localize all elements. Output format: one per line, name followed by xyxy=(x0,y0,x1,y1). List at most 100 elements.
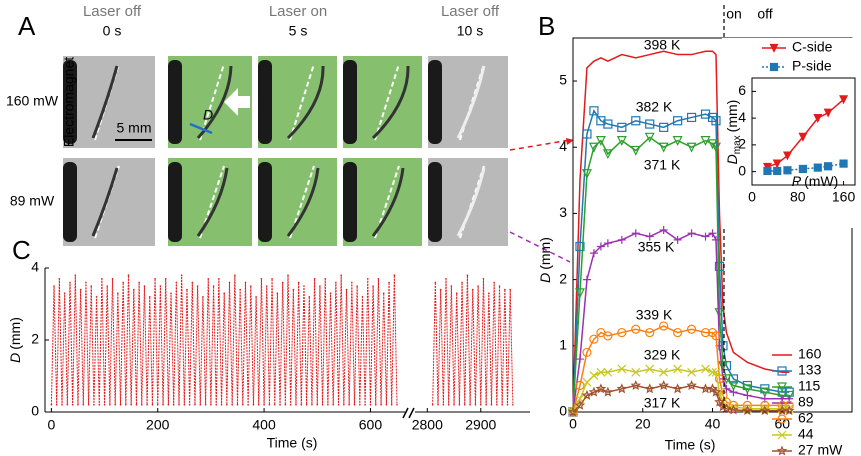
marker xyxy=(447,404,450,406)
electromagnet xyxy=(168,162,182,242)
marker xyxy=(582,275,591,284)
marker xyxy=(784,390,795,401)
marker xyxy=(178,404,180,406)
marker xyxy=(311,404,313,406)
marker xyxy=(798,132,808,142)
panel-label: B xyxy=(538,11,555,41)
marker xyxy=(125,404,127,406)
axis-label: D (mm) xyxy=(537,237,553,283)
marker xyxy=(369,404,372,406)
marker xyxy=(777,430,787,440)
marker xyxy=(602,386,614,397)
marker xyxy=(616,136,627,146)
column-time: 10 s xyxy=(457,23,483,39)
marker xyxy=(603,239,612,248)
marker xyxy=(644,132,655,143)
x-tick-label: 20 xyxy=(635,416,651,432)
marker xyxy=(284,404,287,406)
marker xyxy=(226,404,228,406)
axis-label-part: D xyxy=(724,154,740,164)
marker xyxy=(471,288,474,291)
marker xyxy=(588,142,599,153)
marker xyxy=(488,292,490,295)
marker xyxy=(783,151,792,161)
image-frames xyxy=(63,56,508,246)
annotation: 317 K xyxy=(644,395,681,411)
marker xyxy=(396,404,398,406)
marker xyxy=(711,331,721,341)
marker xyxy=(506,404,509,406)
marker xyxy=(501,404,503,406)
x-tick-label: 60 xyxy=(774,416,790,432)
column-title: Laser on xyxy=(269,3,327,20)
x-tick-label: 40 xyxy=(705,416,721,432)
marker xyxy=(183,404,186,406)
marker xyxy=(93,404,95,406)
link-arrow xyxy=(509,139,571,151)
marker xyxy=(351,281,353,284)
marker xyxy=(742,405,753,416)
marker xyxy=(257,404,260,406)
marker xyxy=(686,324,697,334)
annotation: 382 K xyxy=(636,99,673,115)
axis-label-part: (mm) xyxy=(7,317,23,350)
marker xyxy=(109,404,111,406)
link-arrow xyxy=(509,231,571,263)
marker xyxy=(824,162,833,171)
marker xyxy=(159,285,162,287)
axis-label: P (mW) xyxy=(792,173,839,189)
marker xyxy=(714,308,725,319)
marker xyxy=(477,285,479,287)
y-tick-label: 2 xyxy=(738,136,746,152)
annotation: off xyxy=(757,6,772,22)
x-tick-label: 400 xyxy=(252,417,276,433)
marker xyxy=(701,364,710,374)
marker xyxy=(453,404,455,406)
axis-break xyxy=(402,407,415,419)
marker xyxy=(101,278,103,280)
marker xyxy=(707,139,718,150)
marker xyxy=(644,383,656,394)
link-arrow xyxy=(566,138,574,145)
marker xyxy=(659,225,668,234)
x-tick-label: 80 xyxy=(790,189,806,205)
marker xyxy=(50,404,53,406)
actuator xyxy=(196,167,229,237)
axis-label-part: (mm) xyxy=(537,237,553,270)
y-tick-label: 4 xyxy=(31,259,39,275)
dashed-guide xyxy=(289,63,315,141)
marker xyxy=(343,404,345,406)
marker xyxy=(300,404,303,406)
electromagnet xyxy=(343,60,357,144)
marker xyxy=(359,404,361,406)
y-tick-label: 0 xyxy=(31,403,39,419)
marker xyxy=(151,404,154,406)
marker xyxy=(437,404,439,406)
marker xyxy=(596,367,606,377)
marker xyxy=(180,274,183,277)
marker xyxy=(773,166,782,176)
marker xyxy=(701,232,710,241)
marker xyxy=(482,278,485,280)
marker xyxy=(305,404,308,406)
marker xyxy=(493,281,495,284)
marker xyxy=(700,109,711,119)
marker xyxy=(295,404,297,406)
marker xyxy=(175,281,178,284)
marker xyxy=(777,366,787,376)
electromagnet xyxy=(428,162,442,242)
marker xyxy=(215,404,218,406)
marker xyxy=(769,43,779,53)
marker xyxy=(321,404,324,406)
marker xyxy=(239,288,241,291)
marker xyxy=(631,324,641,334)
marker xyxy=(53,285,55,287)
marker xyxy=(595,136,606,146)
electromagnet xyxy=(63,60,77,144)
marker xyxy=(260,278,263,280)
marker xyxy=(659,367,669,377)
actuator xyxy=(91,65,119,139)
marker xyxy=(79,288,82,291)
marker xyxy=(164,278,167,280)
marker xyxy=(364,404,366,406)
